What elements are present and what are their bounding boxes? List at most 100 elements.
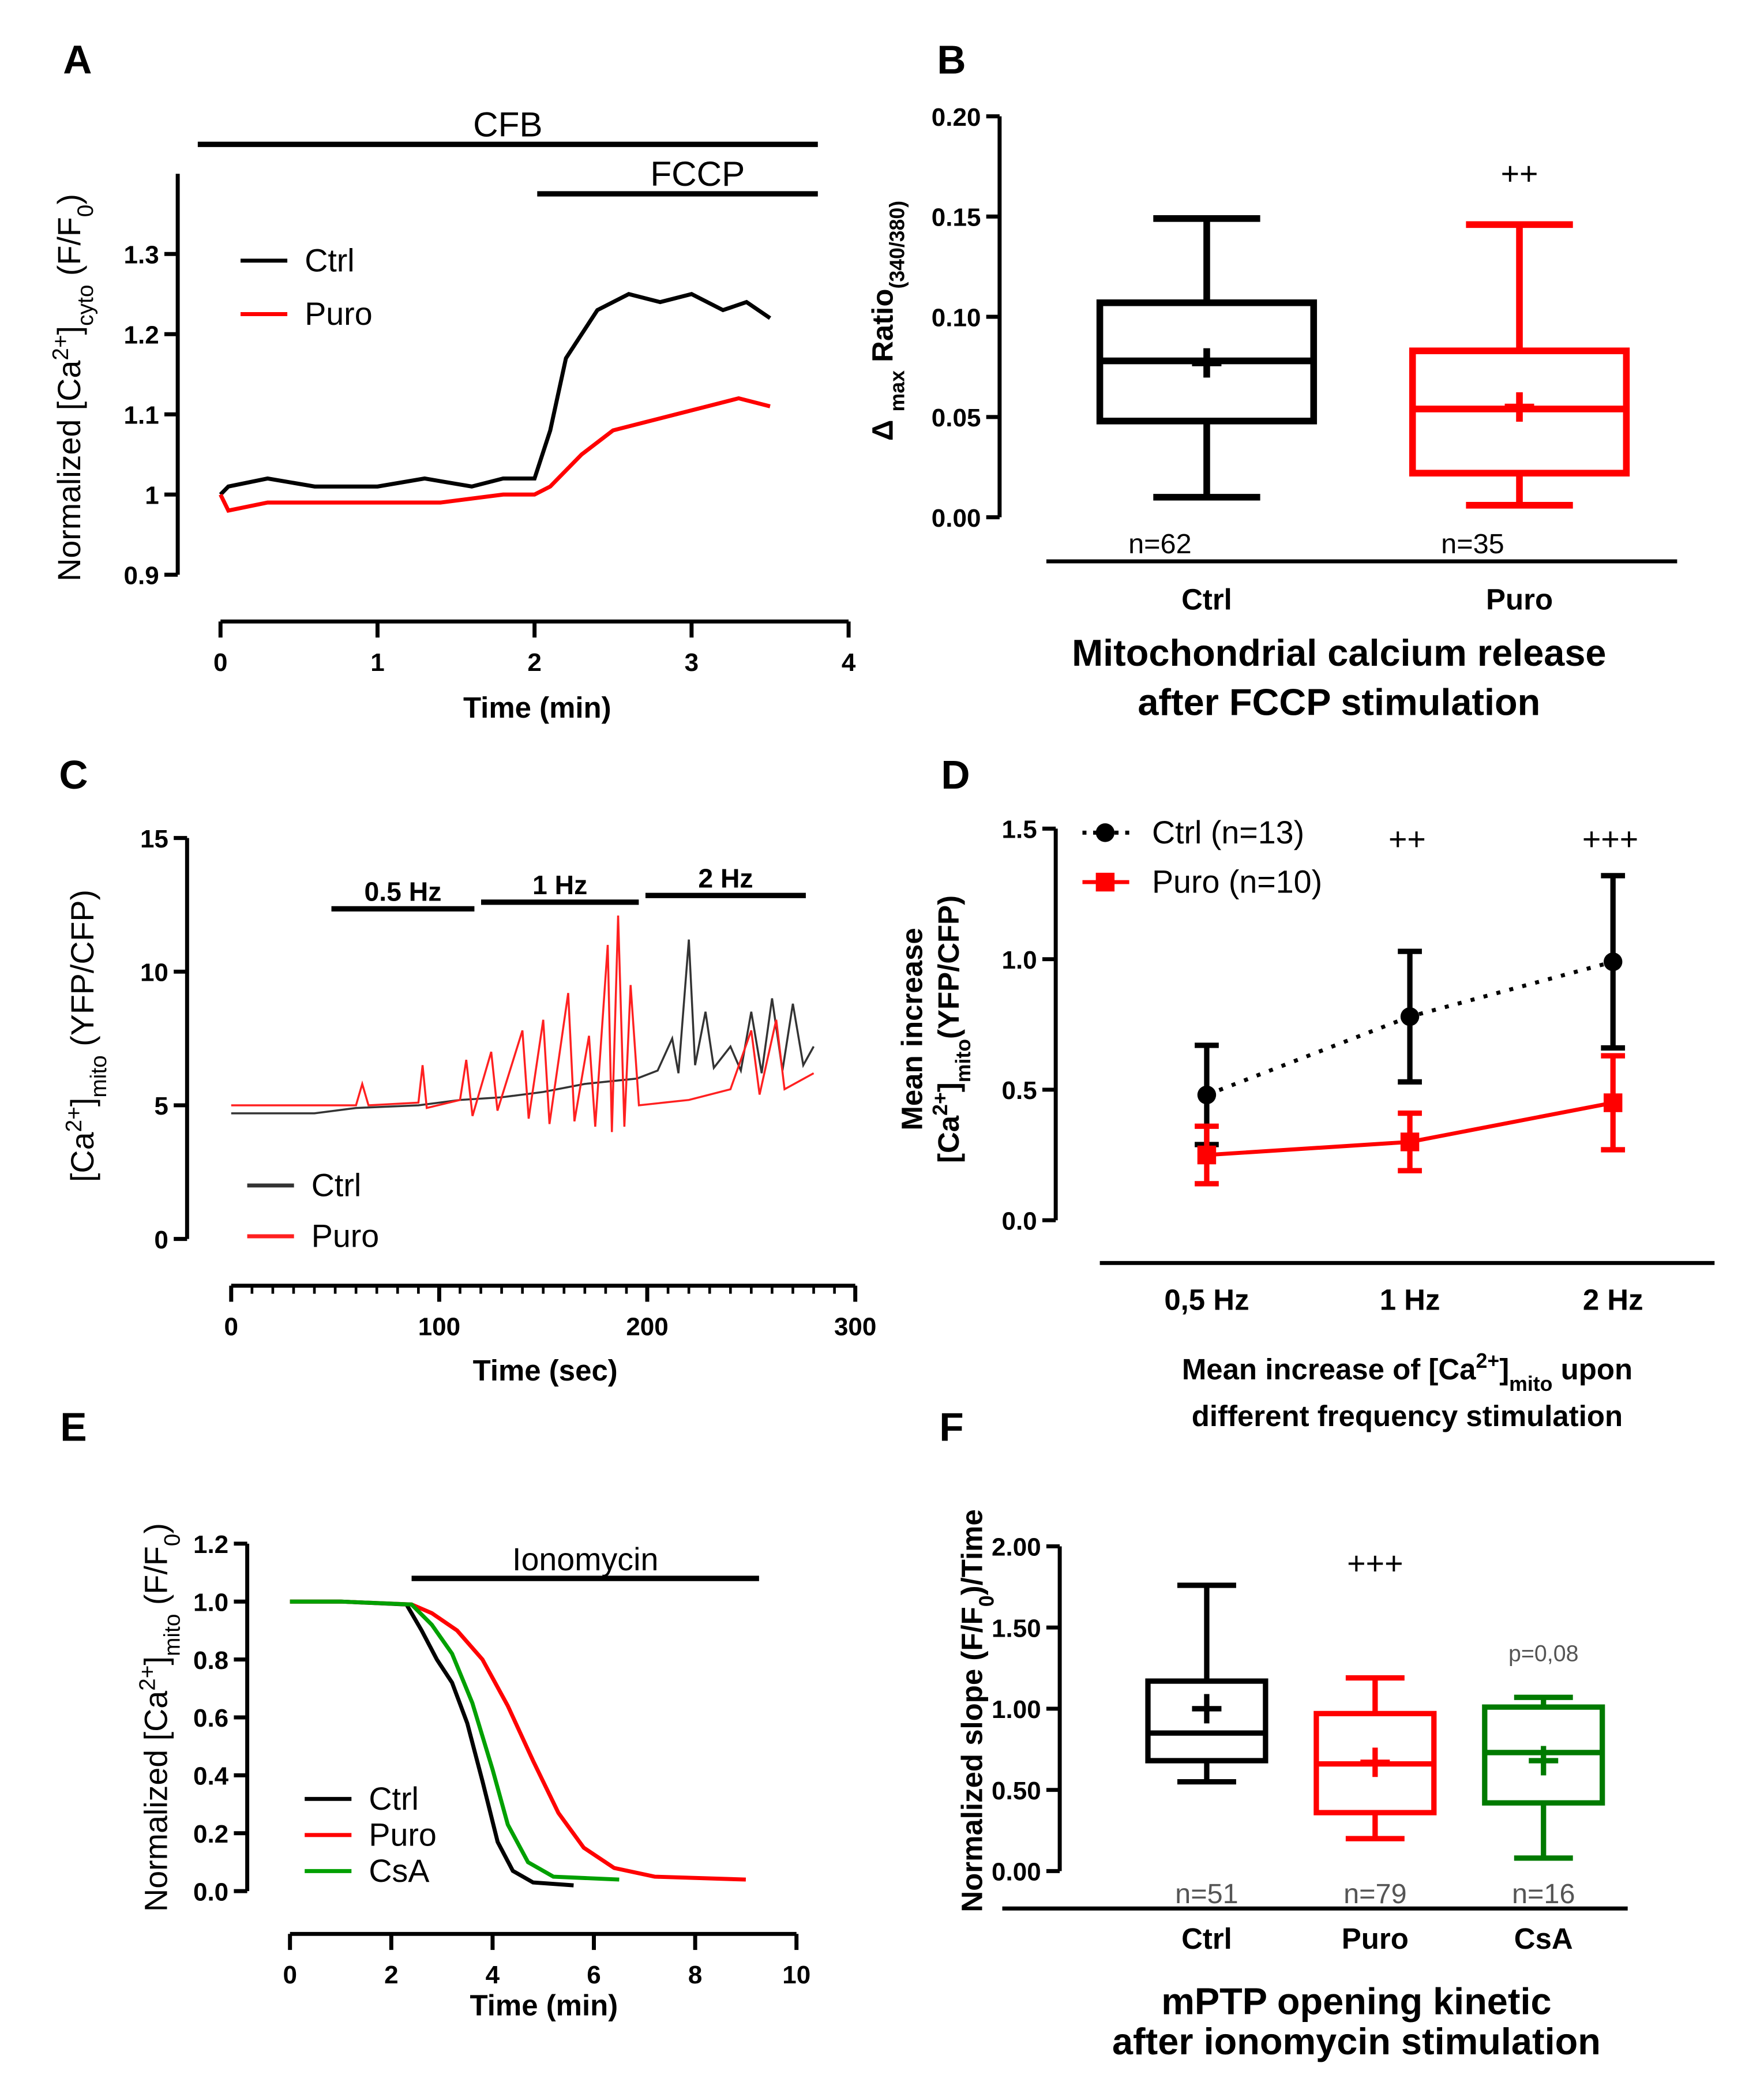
x-tick-label: 3 xyxy=(685,648,699,677)
label-part: 2+ xyxy=(135,1665,160,1690)
data-point xyxy=(1197,1085,1217,1105)
panel-letter-D: D xyxy=(941,752,970,797)
label-part: Normalized [Ca xyxy=(51,361,87,582)
y-tick-label: 15 xyxy=(140,825,168,853)
y-tick-label: 0.0 xyxy=(193,1878,228,1906)
y-tick-label: 0.6 xyxy=(193,1704,228,1732)
y-tick-label: 10 xyxy=(140,959,168,987)
label-part: (F/F xyxy=(138,1546,174,1614)
significance-label: +++ xyxy=(1582,821,1638,857)
label-part: Normalized [Ca xyxy=(138,1691,174,1912)
legend-label: Ctrl xyxy=(369,1781,418,1817)
stimulus-label: 2 Hz xyxy=(698,863,753,893)
x-tick-label: 8 xyxy=(688,1961,702,1989)
x-tick-label: 300 xyxy=(834,1312,876,1341)
chart-title: mPTP opening kinetic xyxy=(1161,1980,1551,2022)
label-part: Ratio xyxy=(866,289,899,371)
category-label: Puro xyxy=(1342,1922,1409,1955)
y-tick-label: 1.3 xyxy=(124,241,159,269)
x-tick-label: 6 xyxy=(587,1961,600,1989)
x-tick-label: 4 xyxy=(842,648,856,677)
label-part: Δ xyxy=(866,411,899,441)
y-tick-label: 1.1 xyxy=(124,401,159,429)
y-tick-label: 0.50 xyxy=(992,1777,1041,1805)
category-label: 0,5 Hz xyxy=(1164,1283,1249,1316)
label-part: 0 xyxy=(73,205,97,217)
legend-label: Puro xyxy=(369,1817,436,1852)
series-line-Ctrl xyxy=(219,292,771,496)
label-part: mito xyxy=(160,1614,185,1657)
label-part: )/Time xyxy=(956,1509,989,1595)
label-part: [Ca xyxy=(932,1115,965,1163)
label-part: Normalized slope (F/F xyxy=(956,1607,989,1912)
x-tick-label: 2 xyxy=(527,648,541,677)
label-part: ) xyxy=(51,194,87,205)
stimulus-label: FCCP xyxy=(650,154,745,193)
y-tick-label: 0.15 xyxy=(932,204,981,232)
data-point xyxy=(1400,1007,1420,1026)
label-part: different frequency stimulation xyxy=(1192,1400,1623,1432)
series-line-Puro xyxy=(219,396,771,513)
y-tick-label: 0.8 xyxy=(193,1646,228,1675)
chart-E: 0.0 0.2 0.4 0.6 0.8 1.0 1.2 0 2 4 6 8 10 Normalized [… xyxy=(135,1523,810,2022)
category-label: Ctrl xyxy=(1181,583,1232,616)
y-tick-label: 0.4 xyxy=(193,1762,229,1791)
label-part: max xyxy=(886,370,909,412)
label-part: ] xyxy=(1499,1353,1509,1386)
mean-marker xyxy=(1192,348,1222,378)
y-axis-label: Δ max Ratio(340/380) xyxy=(866,201,909,441)
label-part: 2+ xyxy=(1476,1349,1500,1372)
legend-label: Puro (n=10) xyxy=(1152,864,1322,900)
significance-label: p=0,08 xyxy=(1508,1641,1579,1667)
y-tick-label: 2.00 xyxy=(992,1533,1041,1562)
label-part: 2+ xyxy=(62,1106,87,1132)
y-axis-label: Normalized [Ca2+]mito (F/F0) xyxy=(135,1523,185,1912)
series-line-Puro xyxy=(290,1599,746,1882)
data-point xyxy=(1604,1093,1623,1112)
y-tick-label: 1.2 xyxy=(193,1530,228,1559)
x-tick-label: 200 xyxy=(626,1312,668,1341)
y-axis-label: Normalized slope (F/F0)/Time xyxy=(956,1509,999,1912)
panel-letter-E: E xyxy=(60,1404,87,1449)
label-part: ] xyxy=(138,1656,174,1665)
category-label: 2 Hz xyxy=(1583,1283,1643,1316)
x-tick-label: 100 xyxy=(418,1312,460,1341)
legend-marker xyxy=(1095,872,1115,892)
mean-marker xyxy=(1529,1746,1559,1776)
y-tick-label: 0.10 xyxy=(932,303,981,332)
mean-marker xyxy=(1192,1694,1222,1724)
n-label: n=62 xyxy=(1128,528,1192,560)
label-part: mito xyxy=(87,1055,111,1098)
chart-title: Mitochondrial calcium release xyxy=(1072,632,1606,674)
y-tick-label: 1 xyxy=(145,481,159,509)
label-part: ) xyxy=(138,1523,174,1534)
label-part: ] xyxy=(51,326,87,335)
chart-title: after ionomycin stimulation xyxy=(1112,2020,1601,2062)
chart-D: 0.00.51.01.50,5 Hz 1 Hz 2 Hz++ +++Mean incr… xyxy=(896,815,1715,1432)
label-part: mito xyxy=(1509,1372,1552,1396)
panel-letter-B: B xyxy=(937,37,966,82)
x-tick-label: 0 xyxy=(224,1312,238,1341)
y-tick-label: 0 xyxy=(154,1226,168,1254)
y-tick-label: 0.5 xyxy=(1002,1076,1037,1105)
label-part: [Ca xyxy=(65,1132,100,1182)
category-label: Puro xyxy=(1486,583,1553,616)
x-tick-label: 2 xyxy=(384,1961,398,1989)
stimulus-label: 1 Hz xyxy=(532,870,587,900)
category-label: 1 Hz xyxy=(1380,1283,1440,1316)
category-label: Ctrl xyxy=(1181,1922,1232,1955)
label-part: cyto xyxy=(73,285,97,326)
series-line-Ctrl xyxy=(231,939,815,1115)
label-part: ] xyxy=(65,1098,100,1106)
label-part: upon xyxy=(1552,1353,1632,1386)
y-axis-label: Normalized [Ca2+]cyto (F/F0) xyxy=(48,194,97,582)
stimulus-label: Ionomycin xyxy=(512,1541,658,1577)
label-part: Mean increase of [Ca xyxy=(1182,1353,1476,1386)
y-axis-label: Mean increase[Ca2+]mito(YFP/CFP) xyxy=(896,895,975,1163)
legend-label: CsA xyxy=(369,1853,429,1889)
significance-label: ++ xyxy=(1388,821,1426,857)
y-tick-label: 1.2 xyxy=(124,321,159,349)
n-label: n=16 xyxy=(1512,1878,1575,1910)
y-tick-label: 0.05 xyxy=(932,404,981,432)
